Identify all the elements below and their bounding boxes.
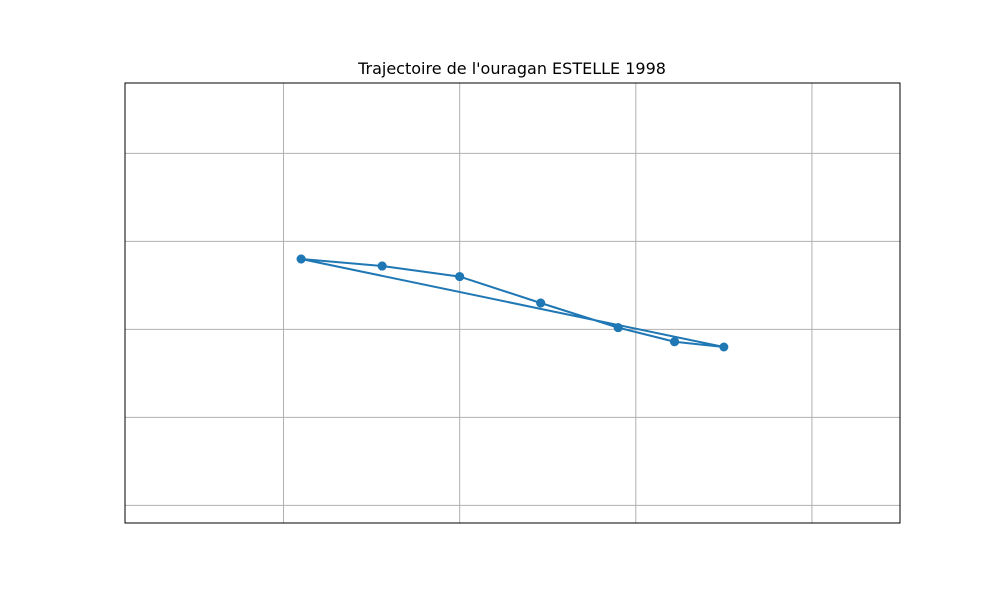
data-point-10 [455, 272, 465, 282]
data-point-12 [296, 254, 306, 264]
data-point-9 [536, 298, 546, 308]
plot-area [124, 82, 901, 524]
series-layer [300, 258, 725, 348]
data-point-8 [613, 323, 623, 333]
marker-layer [296, 254, 729, 352]
data-point-6 [719, 342, 729, 352]
grid [125, 83, 900, 523]
data-point-11 [377, 261, 387, 271]
axes-frame [124, 82, 901, 524]
series-line-0 [300, 258, 725, 348]
chart-title: Trajectoire de l'ouragan ESTELLE 1998 [357, 59, 666, 78]
data-point-7 [670, 337, 680, 347]
